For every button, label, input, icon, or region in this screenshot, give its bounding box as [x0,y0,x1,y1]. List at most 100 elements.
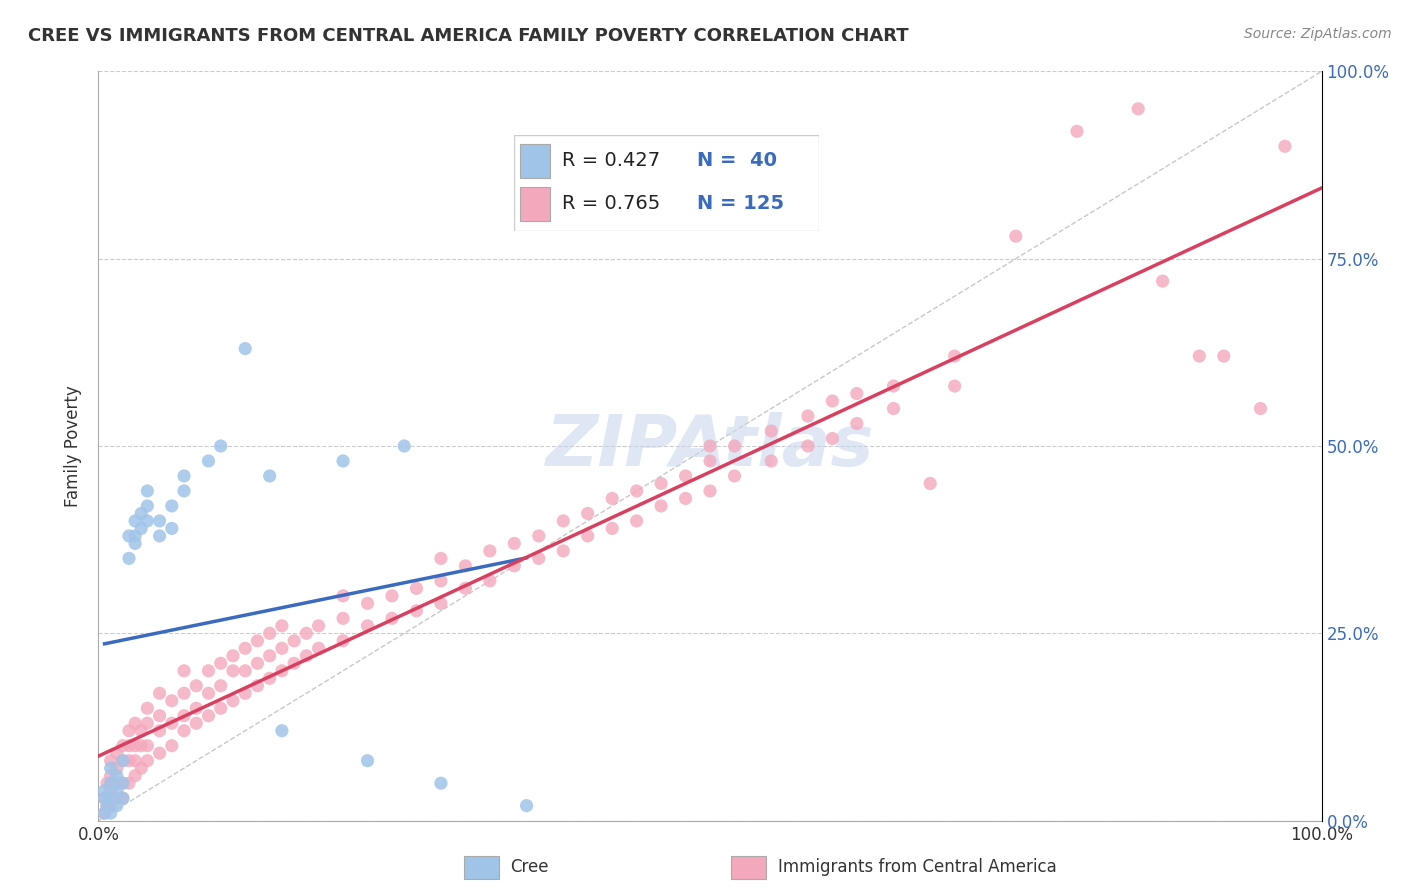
Point [699,454,721,468]
Point [454,558,477,573]
Point [699,483,721,498]
Point [356,596,378,610]
Point [675,469,697,483]
Point [600,521,623,535]
Point [1188,349,1211,363]
Text: N = 125: N = 125 [696,194,783,213]
Point [105,791,128,805]
Point [1274,139,1296,153]
Point [136,483,159,498]
Point [259,469,281,483]
Point [149,514,172,528]
Point [209,701,232,715]
Point [478,544,501,558]
Point [96,798,118,813]
Point [136,754,159,768]
Point [259,626,281,640]
Point [118,723,141,738]
Point [100,798,122,813]
Point [197,686,219,700]
Point [381,589,404,603]
Point [883,401,905,416]
Point [197,664,219,678]
Point [527,551,550,566]
Point [124,716,146,731]
Point [650,499,672,513]
Point [1066,124,1088,138]
Point [503,536,526,550]
Point [283,657,305,671]
Point [797,409,820,423]
Text: N =  40: N = 40 [696,151,776,170]
Point [503,558,526,573]
Point [405,582,427,596]
Point [124,769,146,783]
Point [93,806,115,821]
Point [124,739,146,753]
Text: CREE VS IMMIGRANTS FROM CENTRAL AMERICA FAMILY POVERTY CORRELATION CHART: CREE VS IMMIGRANTS FROM CENTRAL AMERICA … [28,27,908,45]
Point [118,776,141,790]
Point [100,806,122,821]
Point [160,499,183,513]
FancyBboxPatch shape [520,145,550,178]
Point [600,491,623,506]
Point [129,723,152,738]
Point [111,776,134,790]
Point [136,499,159,513]
Point [553,544,575,558]
Point [96,798,118,813]
Point [173,686,195,700]
Point [100,754,122,768]
Point [270,664,294,678]
Point [478,574,501,588]
Point [295,626,318,640]
Point [111,791,134,805]
Point [93,791,115,805]
Text: R = 0.765: R = 0.765 [562,194,661,213]
Point [259,648,281,663]
Point [209,439,232,453]
Point [246,633,269,648]
Point [332,454,354,468]
Point [186,701,208,715]
Point [160,521,183,535]
Point [761,424,783,438]
Point [149,529,172,543]
Point [332,589,354,603]
Point [515,798,537,813]
Point [1152,274,1174,288]
Point [197,454,219,468]
Point [129,739,152,753]
Point [105,769,128,783]
Point [136,514,159,528]
Point [576,507,599,521]
Point [626,483,648,498]
Point [209,679,232,693]
Point [118,529,141,543]
Point [111,754,134,768]
FancyBboxPatch shape [513,135,818,231]
Point [381,611,404,625]
Point [454,582,477,596]
Point [105,798,128,813]
Point [118,551,141,566]
Point [93,791,115,805]
Point [246,679,269,693]
FancyBboxPatch shape [520,187,550,221]
Point [332,611,354,625]
Point [100,776,122,790]
Point [797,439,820,453]
Point [430,574,453,588]
Point [105,761,128,775]
Point [129,761,152,775]
Point [173,723,195,738]
Point [233,342,256,356]
Point [173,664,195,678]
Point [222,694,245,708]
Point [553,514,575,528]
Point [356,619,378,633]
Point [105,776,128,790]
Point [124,754,146,768]
Text: R = 0.427: R = 0.427 [562,151,661,170]
Point [356,754,378,768]
